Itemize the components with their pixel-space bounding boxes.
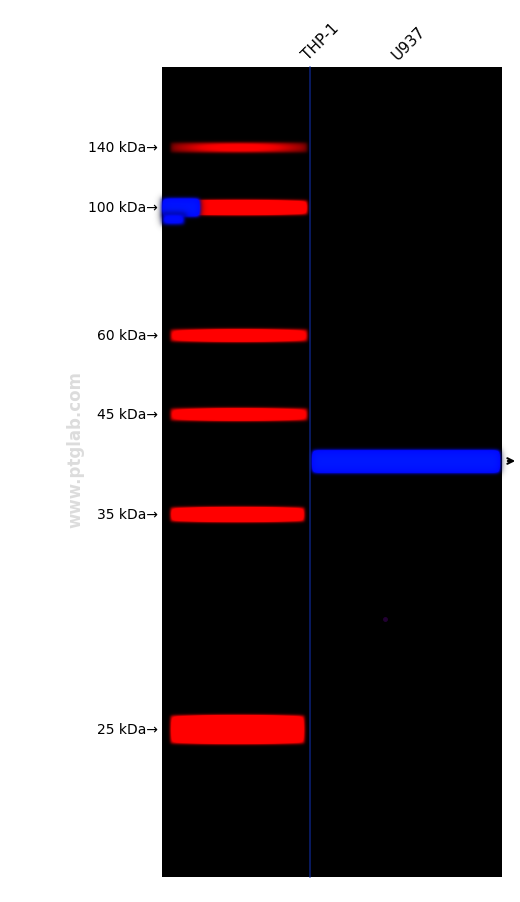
Text: 45 kDa→: 45 kDa→	[97, 408, 158, 421]
Text: 100 kDa→: 100 kDa→	[88, 201, 158, 215]
Text: 25 kDa→: 25 kDa→	[97, 723, 158, 736]
Text: www.ptglab.com: www.ptglab.com	[66, 371, 84, 528]
Text: 35 kDa→: 35 kDa→	[97, 508, 158, 521]
Text: THP-1: THP-1	[300, 21, 342, 63]
Text: 60 kDa→: 60 kDa→	[97, 328, 158, 343]
Text: 140 kDa→: 140 kDa→	[88, 141, 158, 155]
Bar	[162, 68, 502, 877]
Text: U937: U937	[389, 23, 428, 63]
